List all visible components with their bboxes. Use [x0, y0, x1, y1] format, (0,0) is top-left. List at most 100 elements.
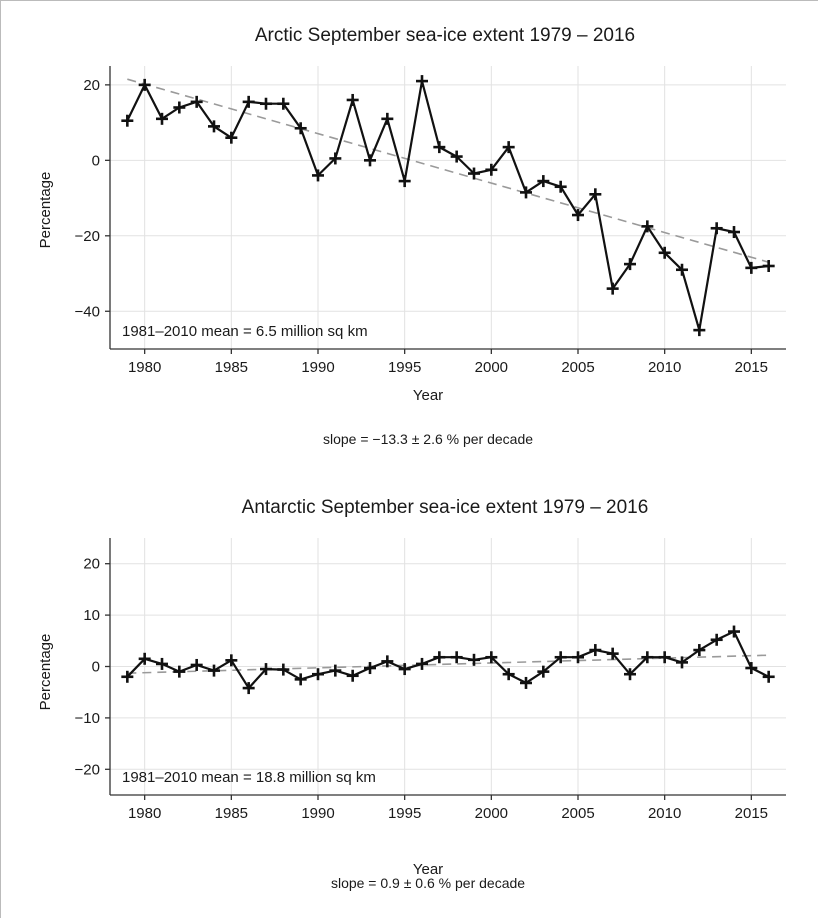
arctic-point-2000 — [485, 163, 498, 176]
arctic-grid — [110, 66, 786, 349]
arctic-point-1991 — [329, 152, 342, 165]
arctic-markers — [121, 75, 775, 337]
arctic-point-1999 — [468, 167, 480, 180]
arctic-x-tick-label-7: 2015 — [735, 359, 768, 376]
antarctic-point-1979 — [121, 670, 134, 683]
arctic-point-1987 — [260, 97, 272, 110]
arctic-x-tick-label-3: 1995 — [388, 359, 421, 376]
arctic-point-1995 — [398, 175, 411, 188]
arctic-point-2007 — [606, 282, 619, 295]
arctic-x-tick-label-0: 1980 — [128, 359, 161, 376]
arctic-point-1981 — [156, 112, 168, 125]
arctic-mean-annotation: 1981–2010 mean = 6.5 million sq km — [122, 323, 368, 340]
arctic-y-ticks: 20 0 −20 −40 — [75, 77, 110, 320]
antarctic-point-1985 — [225, 654, 238, 667]
antarctic-y-tick-label-2: 0 — [92, 659, 100, 676]
arctic-point-1980 — [138, 78, 151, 91]
antarctic-x-tick-label-3: 1995 — [388, 805, 421, 822]
antarctic-point-1989 — [294, 673, 307, 686]
antarctic-point-1983 — [190, 658, 203, 671]
arctic-axes — [109, 66, 786, 350]
antarctic-point-2007 — [606, 647, 619, 660]
antarctic-point-1995 — [398, 663, 411, 676]
antarctic-point-2015 — [745, 662, 758, 675]
antarctic-point-1980 — [138, 652, 151, 665]
antarctic-point-1990 — [312, 668, 324, 681]
antarctic-point-1986 — [242, 682, 255, 695]
antarctic-point-2012 — [693, 644, 706, 657]
arctic-slope-note: slope = −13.3 ± 2.6 % per decade — [323, 431, 533, 447]
arctic-panel: 1980 1985 1990 1995 2000 2005 2010 2015 20 0 −20 −… — [37, 25, 786, 447]
arctic-point-2008 — [624, 258, 636, 271]
antarctic-x-tick-label-4: 2000 — [475, 805, 508, 822]
arctic-point-2005 — [572, 209, 584, 222]
antarctic-point-2006 — [589, 644, 602, 657]
antarctic-point-1997 — [433, 651, 446, 664]
arctic-point-1996 — [416, 75, 428, 88]
arctic-point-2015 — [745, 261, 758, 274]
arctic-x-tick-label-6: 2010 — [648, 359, 681, 376]
antarctic-point-1988 — [277, 663, 290, 676]
antarctic-point-2013 — [710, 633, 723, 646]
antarctic-y-tick-label-1: 10 — [83, 607, 100, 624]
antarctic-point-2016 — [762, 670, 775, 683]
arctic-point-2002 — [520, 186, 532, 199]
arctic-point-2016 — [762, 259, 775, 272]
arctic-point-1979 — [121, 114, 134, 127]
antarctic-mean-annotation: 1981–2010 mean = 18.8 million sq km — [122, 769, 376, 786]
arctic-point-2010 — [658, 246, 671, 259]
antarctic-point-1994 — [381, 655, 394, 668]
antarctic-title: Antarctic September sea-ice extent 1979 … — [242, 497, 649, 518]
antarctic-point-2008 — [624, 668, 636, 681]
arctic-point-2006 — [589, 188, 602, 201]
arctic-point-1988 — [277, 97, 290, 110]
arctic-title: Arctic September sea-ice extent 1979 – 2… — [255, 25, 635, 46]
arctic-point-2012 — [693, 324, 706, 337]
arctic-point-1983 — [190, 95, 203, 108]
antarctic-markers — [121, 625, 775, 695]
arctic-point-2004 — [554, 180, 567, 193]
arctic-point-1989 — [294, 122, 307, 135]
arctic-x-tick-label-2: 1990 — [301, 359, 334, 376]
arctic-point-2014 — [728, 226, 740, 239]
antarctic-point-2002 — [520, 676, 532, 689]
antarctic-point-2005 — [572, 651, 584, 664]
antarctic-point-2000 — [485, 651, 498, 664]
arctic-y-axis-label: Percentage — [37, 172, 54, 249]
arctic-y-tick-label-2: −20 — [75, 228, 100, 245]
antarctic-point-1992 — [346, 669, 359, 682]
arctic-point-1997 — [433, 141, 446, 154]
arctic-series-group — [126, 79, 769, 332]
arctic-y-tick-label-1: 0 — [92, 152, 100, 169]
arctic-point-2011 — [676, 263, 688, 276]
antarctic-series-line — [126, 630, 770, 690]
arctic-point-1985 — [225, 131, 238, 144]
antarctic-point-2001 — [502, 668, 515, 681]
antarctic-y-tick-label-4: −20 — [75, 761, 100, 778]
antarctic-series-group — [126, 630, 770, 690]
antarctic-point-1981 — [156, 657, 168, 670]
antarctic-point-2011 — [676, 656, 688, 669]
antarctic-x-tick-label-7: 2015 — [735, 805, 768, 822]
arctic-x-tick-label-1: 1985 — [215, 359, 248, 376]
antarctic-y-tick-label-3: −10 — [75, 710, 100, 727]
arctic-point-2003 — [537, 175, 550, 188]
antarctic-point-1982 — [173, 665, 186, 678]
antarctic-trend-line — [127, 654, 769, 674]
antarctic-point-1996 — [416, 657, 428, 670]
antarctic-point-1998 — [450, 651, 463, 664]
arctic-trend-group — [127, 78, 769, 263]
antarctic-slope-note: slope = 0.9 ± 0.6 % per decade — [331, 875, 525, 891]
antarctic-x-axis-label: Year — [413, 861, 443, 878]
antarctic-grid — [110, 538, 786, 795]
antarctic-x-ticks: 1980 1985 1990 1995 2000 2005 2010 2015 — [128, 795, 768, 822]
antarctic-point-1991 — [329, 664, 342, 677]
antarctic-x-tick-label-2: 1990 — [301, 805, 334, 822]
arctic-point-1993 — [364, 154, 376, 167]
antarctic-point-1987 — [260, 663, 272, 676]
arctic-y-tick-label-0: 20 — [83, 77, 100, 94]
arctic-point-2013 — [710, 222, 723, 235]
antarctic-y-ticks: 20 10 0 −10 −20 — [75, 556, 110, 778]
arctic-x-ticks: 1980 1985 1990 1995 2000 2005 2010 2015 — [128, 349, 768, 376]
